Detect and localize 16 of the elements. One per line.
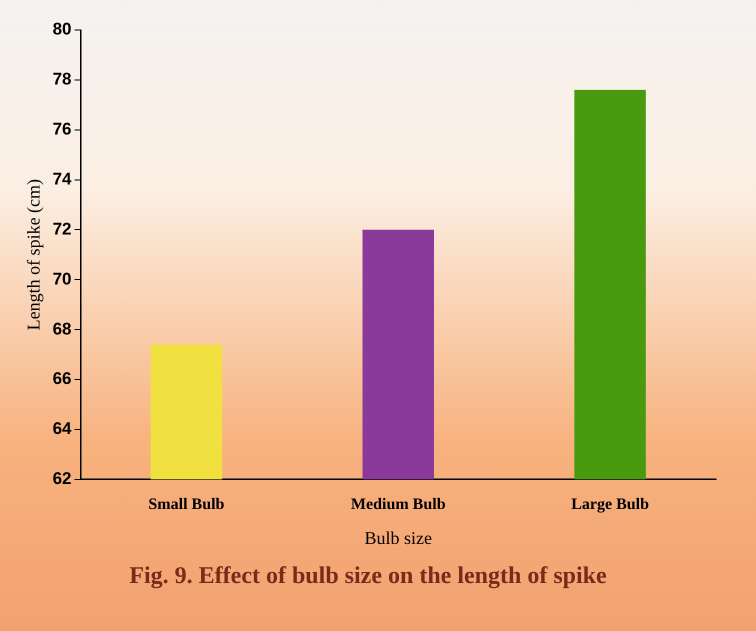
y-tick-label: 68 xyxy=(52,319,72,338)
x-tick-label: Medium Bulb xyxy=(350,496,446,514)
y-tick-label: 78 xyxy=(52,70,72,89)
y-tick-label: 80 xyxy=(52,20,72,39)
text: Fig. 9. Effect of bulb size on the length of spike xyxy=(129,562,608,589)
y-tick-label: 66 xyxy=(52,369,72,388)
y-tick-label: 62 xyxy=(52,469,72,488)
x-axis-title: Bulb size xyxy=(364,528,432,548)
y-tick-label: 64 xyxy=(52,419,72,438)
y-tick-label: 74 xyxy=(52,169,72,188)
x-tick-label: Small Bulb xyxy=(148,496,225,514)
y-tick-label: 76 xyxy=(52,120,72,139)
y-tick-label: 70 xyxy=(52,269,72,288)
y-axis-title: Length of spike (cm) xyxy=(24,178,44,330)
x-tick-label: Large Bulb xyxy=(571,496,650,514)
y-tick-label: 72 xyxy=(52,219,72,238)
